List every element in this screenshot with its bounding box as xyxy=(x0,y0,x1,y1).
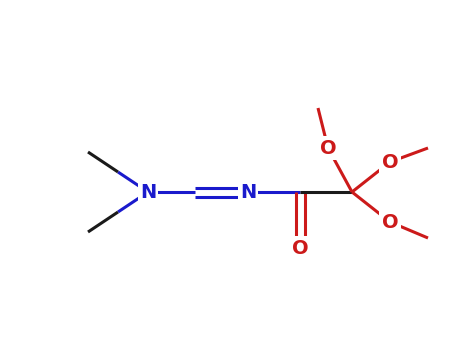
Text: O: O xyxy=(320,139,336,158)
Text: N: N xyxy=(240,182,256,202)
Text: O: O xyxy=(382,212,398,231)
Text: O: O xyxy=(382,153,398,172)
Text: O: O xyxy=(292,238,308,258)
Text: N: N xyxy=(140,182,156,202)
